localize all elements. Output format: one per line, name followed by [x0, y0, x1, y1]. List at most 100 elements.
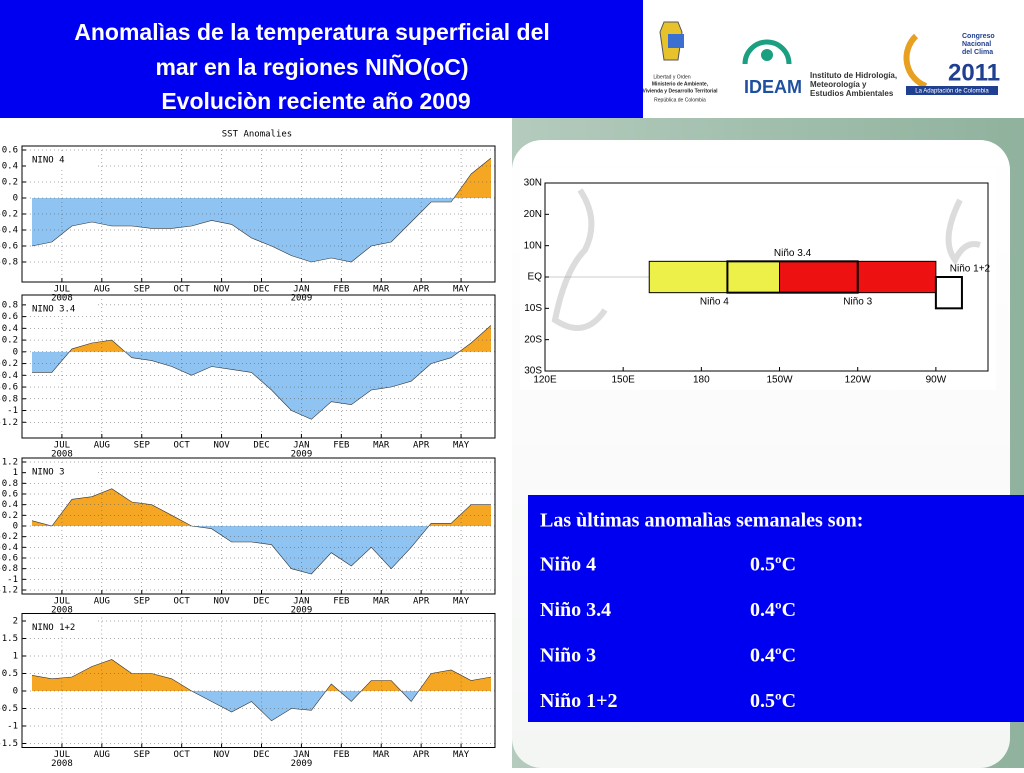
title-box	[0, 0, 643, 118]
summary-value: 0.5ºC	[750, 690, 796, 712]
y-tick-label: 0.2	[2, 511, 18, 521]
title-line: Anomalìas de la temperatura superficial …	[74, 19, 550, 45]
x-tick-label: NOV	[213, 597, 230, 607]
summary-region: Niño 1+2	[540, 690, 618, 712]
x-tick-label: SEP	[134, 750, 151, 760]
positive-area	[32, 325, 491, 352]
y-tick-label: -0.2	[0, 210, 18, 220]
x-tick-label: JAN	[293, 441, 309, 451]
x-tick-sublabel: 2008	[51, 606, 73, 616]
logo-colombia: Libertad y Orden Ministerio de Ambiente,…	[642, 21, 718, 103]
y-tick-label: 1	[13, 468, 18, 478]
y-tick-label: 10N	[524, 240, 542, 251]
x-tick-sublabel: 2008	[51, 294, 73, 304]
region-label: NINO 4	[32, 156, 65, 166]
summary-region: Niño 3.4	[540, 599, 611, 621]
plot-frame	[21, 145, 496, 283]
logo-text: Vivienda y Desarrollo Territorial	[642, 88, 718, 94]
y-tick-label: 0.5	[2, 669, 18, 679]
x-tick-label: 180	[693, 375, 710, 386]
x-tick-label: AUG	[94, 285, 110, 295]
y-tick-label: 0.6	[2, 490, 18, 500]
y-tick-label: 0.2	[2, 178, 18, 188]
positive-area	[32, 488, 491, 526]
summary-heading: Las ùltimas anomalìas semanales son:	[540, 510, 863, 532]
plot-frame	[21, 294, 496, 439]
y-tick-label: 10S	[524, 303, 542, 314]
charts: 0.60.40.20-0.2-0.4-0.6-0.8JUL2008AUGSEPO…	[0, 130, 496, 769]
y-tick-label: 1.5	[2, 634, 18, 644]
y-tick-label: 0.2	[2, 336, 18, 346]
region-map: Niño 4 Niño 3 Niño 3.4 Niño 1+2 120E 150E 180 1…	[520, 168, 996, 390]
x-tick-sublabel: 2009	[291, 294, 313, 304]
anomaly-line	[31, 659, 492, 722]
y-tick-label: 2	[13, 617, 18, 627]
x-tick-label: AUG	[94, 441, 110, 451]
y-tick-label: -1	[7, 722, 18, 732]
y-tick-label: 20S	[524, 334, 542, 345]
title-line: Evoluciòn reciente año 2009	[161, 88, 470, 114]
y-tick-label: -0.4	[0, 543, 18, 553]
anomaly-line	[32, 325, 492, 420]
x-tick-label: MAY	[453, 597, 470, 607]
y-tick-label: -0.8	[0, 258, 18, 268]
y-tick-label: 0.4	[2, 162, 18, 172]
title-line: mar en la regiones NIÑO(oC)	[155, 53, 468, 80]
y-tick-label: 20N	[524, 209, 542, 220]
y-tick-label: -0.4	[0, 226, 18, 236]
y-tick-label: -0.2	[0, 359, 18, 369]
x-tick-label: DEC	[253, 285, 269, 295]
summary-box	[528, 495, 1024, 722]
logo-text: 2011	[948, 59, 1000, 86]
x-tick-label: JUL	[54, 441, 70, 451]
region-name: Niño 1+2	[950, 264, 991, 275]
y-tick-label: 0	[13, 522, 18, 532]
x-tick-label: JUL	[54, 285, 70, 295]
label-bg	[26, 302, 96, 316]
x-tick-label: JUL	[54, 750, 70, 760]
y-tick-label: -1.5	[0, 739, 18, 749]
region-name: Niño 3	[843, 296, 872, 307]
positive-area	[32, 659, 491, 691]
x-tick-label: APR	[413, 597, 430, 607]
x-tick-label: FEB	[333, 750, 349, 760]
x-tick-label: JAN	[293, 750, 309, 760]
logo-text: Libertad y Orden	[653, 74, 690, 80]
x-tick-sublabel: 2009	[291, 759, 313, 768]
x-tick-label: SEP	[134, 441, 151, 451]
x-tick-label: MAR	[373, 750, 390, 760]
logo-congreso: Congreso Nacional del Clima 2011 La Adap…	[903, 33, 1000, 95]
y-tick-label: 30N	[524, 178, 542, 189]
y-tick-label: -0.6	[0, 383, 18, 393]
y-tick-label: -0.4	[0, 371, 18, 381]
nino-region	[648, 260, 781, 294]
logo-text: La Adaptación de Colombia	[915, 89, 989, 95]
plot-frame	[21, 613, 496, 748]
x-tick-label: 150W	[766, 375, 793, 386]
logo-ideam: IDEAM Instituto de Hidrología, Meteorolo…	[742, 39, 897, 98]
anomaly-line	[31, 488, 491, 575]
logo-bar	[643, 0, 1024, 118]
y-tick-label: -0.2	[0, 532, 18, 542]
y-tick-label: 1.2	[2, 458, 18, 468]
label-bg	[26, 153, 96, 167]
y-tick-label: 30S	[524, 366, 542, 377]
y-tick-label: 0.4	[2, 324, 18, 334]
region-name: Niño 4	[700, 296, 729, 307]
x-tick-label: MAR	[373, 441, 390, 451]
x-tick-label: OCT	[174, 750, 191, 760]
logo-text: IDEAM	[744, 77, 802, 97]
x-tick-label: SEP	[134, 285, 151, 295]
x-tick-label: DEC	[253, 441, 269, 451]
y-tick-label: -1.2	[0, 586, 18, 596]
y-tick-label: 0	[13, 347, 18, 357]
y-tick-label: 0	[13, 687, 18, 697]
x-tick-label: FEB	[333, 285, 349, 295]
x-tick-label: FEB	[333, 441, 349, 451]
x-tick-label: NOV	[213, 285, 230, 295]
logo-text: República de Colombia	[654, 97, 706, 103]
nino-region	[934, 276, 963, 310]
x-tick-label: MAY	[453, 441, 470, 451]
logo-text: Meteorología y	[810, 80, 867, 89]
y-tick-label: -0.8	[0, 394, 18, 404]
